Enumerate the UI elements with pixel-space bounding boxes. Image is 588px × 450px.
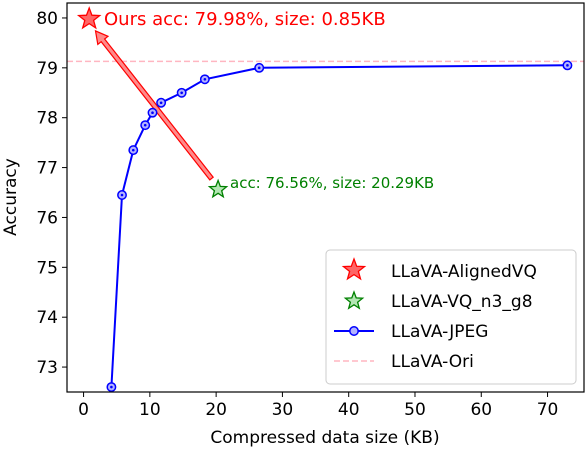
y-tick-label: 75: [36, 258, 58, 278]
y-tick-label: 79: [36, 59, 58, 79]
y-axis-label: Accuracy: [1, 158, 21, 236]
x-tick-label: 40: [338, 400, 360, 420]
annotation-vq: acc: 76.56%, size: 20.29KB: [230, 174, 434, 192]
x-tick-label: 60: [470, 400, 492, 420]
improvement-arrow: [94, 29, 215, 181]
legend: LLaVA-AlignedVQ LLaVA-VQ_n3_g8 LLaVA-JPE…: [325, 249, 577, 385]
legend-jpeg-marker: [349, 326, 359, 336]
vq-point: [207, 178, 229, 199]
y-tick-label: 76: [36, 208, 58, 228]
x-tick-label: 30: [272, 400, 294, 420]
jpeg-point: [106, 382, 117, 392]
alignedvq-point: [76, 6, 102, 30]
jpeg-point: [254, 62, 265, 73]
legend-frame: [325, 249, 577, 385]
y-tick-label: 78: [36, 109, 58, 129]
y-tick-label: 77: [36, 159, 58, 179]
legend-label-alignedvq: LLaVA-AlignedVQ: [391, 262, 537, 282]
x-tick-label: 70: [537, 400, 559, 420]
x-tick-label: 10: [139, 400, 161, 420]
x-tick-label: 0: [78, 400, 89, 420]
y-tick-label: 74: [36, 308, 58, 328]
legend-star-red-icon: [341, 257, 367, 281]
jpeg-point: [199, 74, 210, 85]
y-tick-label: 73: [36, 358, 58, 378]
legend-label-jpeg: LLaVA-JPEG: [391, 322, 488, 342]
legend-label-vq: LLaVA-VQ_n3_g8: [391, 292, 533, 312]
jpeg-point: [117, 190, 127, 200]
x-axis-label: Compressed data size (KB): [210, 428, 439, 448]
jpeg-point: [156, 97, 167, 108]
jpeg-point: [562, 60, 573, 71]
x-tick-label: 50: [404, 400, 426, 420]
x-tick-label: 20: [205, 400, 227, 420]
jpeg-point: [140, 120, 151, 131]
plot-area-frame: [66, 2, 585, 393]
y-tick-label: 80: [36, 9, 58, 29]
legend-label-ori: LLaVA-Ori: [391, 352, 474, 372]
jpeg-point: [128, 145, 139, 156]
jpeg-point: [176, 87, 187, 98]
jpeg-point: [147, 107, 158, 118]
legend-star-green-icon: [343, 290, 365, 310]
annotation-ours: Ours acc: 79.98%, size: 0.85KB: [104, 9, 386, 30]
